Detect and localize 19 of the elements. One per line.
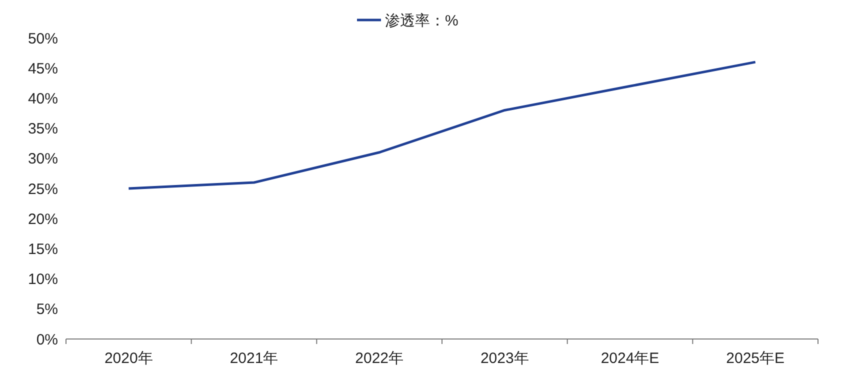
x-tick-label: 2022年 bbox=[355, 350, 404, 367]
x-tick-label: 2024年E bbox=[600, 350, 660, 367]
y-tick-label: 0% bbox=[36, 331, 58, 348]
x-tick-label: 2021年 bbox=[230, 350, 278, 367]
legend-label: 渗透率：% bbox=[385, 12, 458, 30]
y-tick-label: 45% bbox=[28, 60, 58, 78]
y-tick-label: 35% bbox=[28, 120, 58, 138]
y-tick-label: 25% bbox=[28, 180, 58, 198]
y-tick-label: 40% bbox=[28, 90, 58, 108]
y-tick-label: 20% bbox=[28, 210, 58, 228]
line-series bbox=[127, 60, 757, 190]
y-tick-label: 50% bbox=[28, 30, 58, 48]
x-tick-label: 2025年E bbox=[726, 350, 785, 367]
x-tick-label: 2023年 bbox=[480, 350, 529, 367]
y-tick-label: 10% bbox=[28, 271, 58, 288]
x-tick-label: 2020年 bbox=[104, 350, 153, 367]
y-tick-label: 5% bbox=[36, 301, 58, 318]
y-tick-label: 30% bbox=[28, 150, 58, 168]
y-tick-label: 15% bbox=[28, 240, 58, 258]
